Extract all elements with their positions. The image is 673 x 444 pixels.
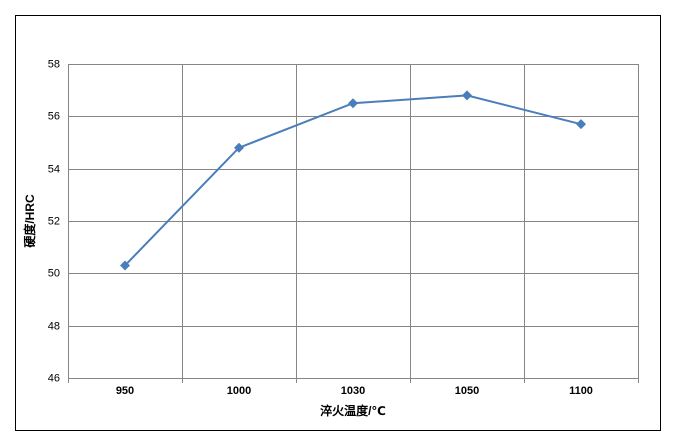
y-tick-label: 56	[48, 110, 60, 122]
x-tick-label: 950	[116, 385, 134, 397]
y-tick-label: 54	[48, 163, 60, 175]
y-tick-label: 50	[48, 267, 60, 279]
data-point	[462, 90, 472, 101]
x-tick-label: 1030	[341, 385, 365, 397]
y-tick-label: 46	[48, 372, 60, 384]
y-tick-label: 58	[48, 58, 60, 70]
data-point	[234, 142, 244, 153]
x-tick-label: 1050	[455, 385, 479, 397]
y-tick-label: 48	[48, 320, 60, 332]
data-point	[576, 119, 586, 130]
data-point	[348, 98, 358, 109]
chart-frame	[15, 15, 661, 431]
x-tick-label: 1100	[569, 385, 593, 397]
y-tick-label: 52	[48, 215, 60, 227]
x-tick-label: 1000	[227, 385, 251, 397]
data-point	[120, 260, 130, 271]
y-axis-label: 硬度/HRC	[22, 194, 37, 248]
x-axis-label: 淬火温度/℃	[320, 403, 386, 418]
